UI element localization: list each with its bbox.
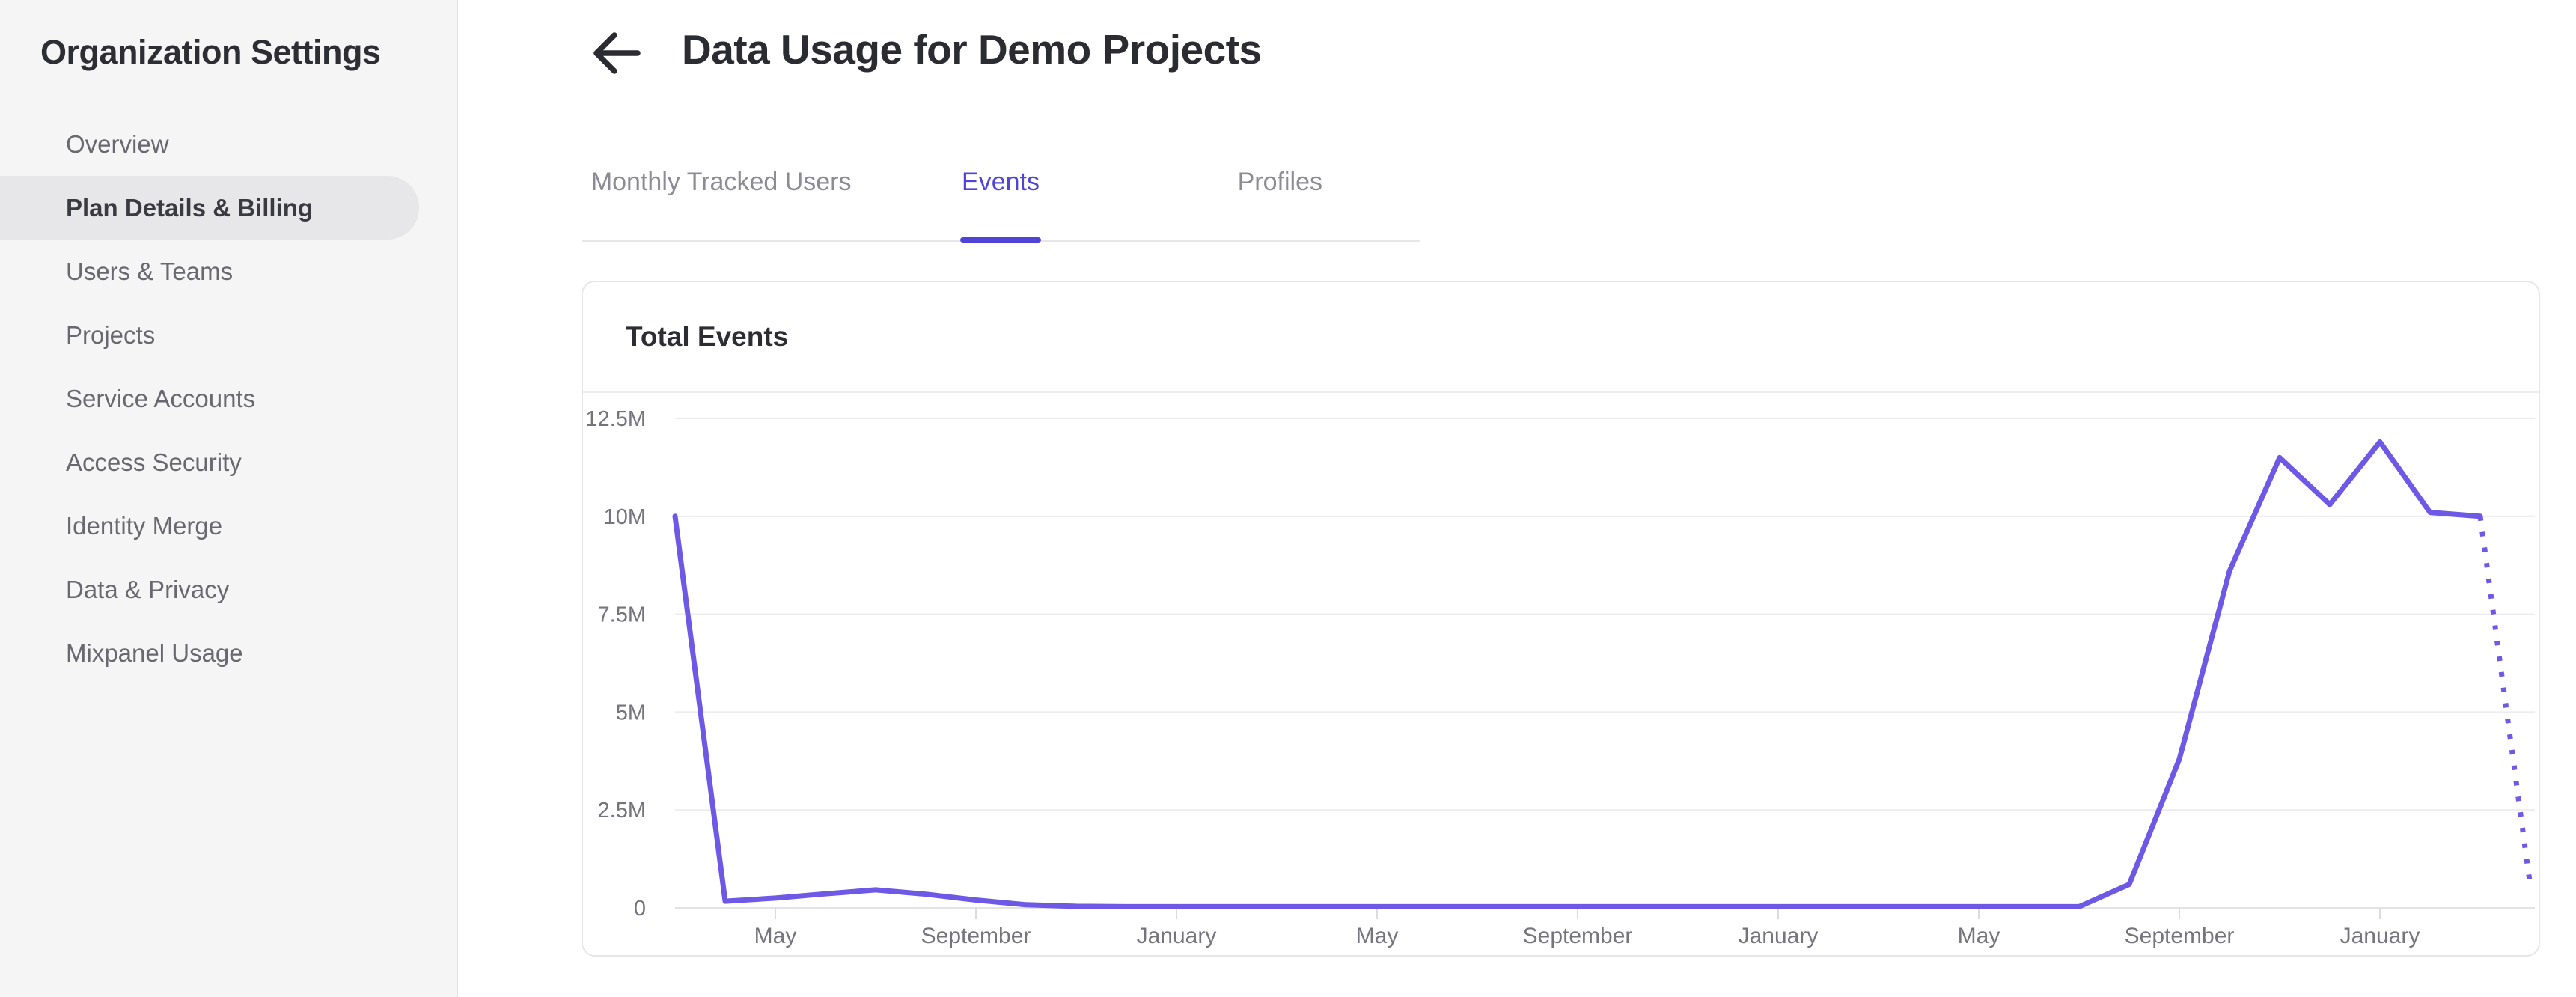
- y-axis-tick-label: 12.5M: [585, 407, 646, 431]
- tab-label: Monthly Tracked Users: [590, 168, 852, 196]
- total-events-line-chart: 0 2.5M 5M 7.5M 10M 12.5M May September January Ma…: [585, 407, 2535, 948]
- tab-profiles[interactable]: Profiles: [1141, 142, 1420, 240]
- sidebar-item-identity-merge[interactable]: Identity Merge: [66, 511, 223, 540]
- total-events-line-solid: [672, 439, 2483, 909]
- tab-events[interactable]: Events: [861, 142, 1140, 243]
- total-events-card: Total Events 0 2.5M 5M 7.5M 10M 12.5M May Septe…: [582, 281, 2540, 957]
- sidebar-item-service-accounts[interactable]: Service Accounts: [66, 384, 256, 412]
- total-events-line-projected-dotted: [2477, 516, 2533, 887]
- x-axis-tick-label: May: [1958, 924, 2000, 948]
- x-axis-tick-label: January: [1137, 924, 1217, 948]
- y-axis-tick-label: 10M: [604, 505, 646, 529]
- x-axis-tick-label: September: [1523, 924, 1633, 948]
- sidebar-item-users-teams[interactable]: Users & Teams: [66, 257, 234, 285]
- sidebar-item-overview[interactable]: Overview: [66, 129, 169, 158]
- x-axis-tick-label: September: [2125, 924, 2235, 948]
- y-axis-tick-label: 2.5M: [598, 799, 646, 823]
- sidebar: Organization Settings Overview Plan Deta…: [0, 0, 458, 997]
- x-axis-tick-label: September: [921, 924, 1031, 948]
- tab-bar: Monthly Tracked Users Events Profiles: [582, 142, 1420, 243]
- sidebar-nav: Overview Plan Details & Billing Users & …: [0, 112, 457, 685]
- arrow-left-icon: [593, 32, 641, 74]
- page-title: Data Usage for Demo Projects: [682, 26, 1262, 73]
- y-axis-tick-label: 7.5M: [598, 603, 646, 627]
- y-axis-tick-label: 5M: [616, 701, 646, 725]
- y-axis-tick-label: 0: [634, 897, 646, 921]
- x-axis-tick-label: May: [1356, 924, 1399, 948]
- card-title: Total Events: [626, 321, 789, 352]
- sidebar-title: Organization Settings: [40, 33, 381, 71]
- x-axis-tick-label: May: [754, 924, 797, 948]
- tab-monthly-tracked-users[interactable]: Monthly Tracked Users: [582, 142, 861, 240]
- tab-label: Profiles: [1237, 168, 1322, 196]
- x-axis-tick-label: January: [2340, 924, 2420, 948]
- sidebar-item-data-privacy[interactable]: Data & Privacy: [66, 575, 230, 603]
- sidebar-item-mixpanel-usage[interactable]: Mixpanel Usage: [66, 638, 243, 667]
- tab-label: Events: [960, 168, 1041, 243]
- sidebar-item-projects[interactable]: Projects: [66, 320, 156, 349]
- card-header: Total Events: [583, 282, 2539, 393]
- sidebar-item-access-security[interactable]: Access Security: [66, 448, 242, 476]
- x-axis-tick-label: January: [1739, 924, 1819, 948]
- sidebar-item-plan-details-billing[interactable]: Plan Details & Billing: [0, 176, 419, 240]
- back-button[interactable]: [588, 27, 645, 79]
